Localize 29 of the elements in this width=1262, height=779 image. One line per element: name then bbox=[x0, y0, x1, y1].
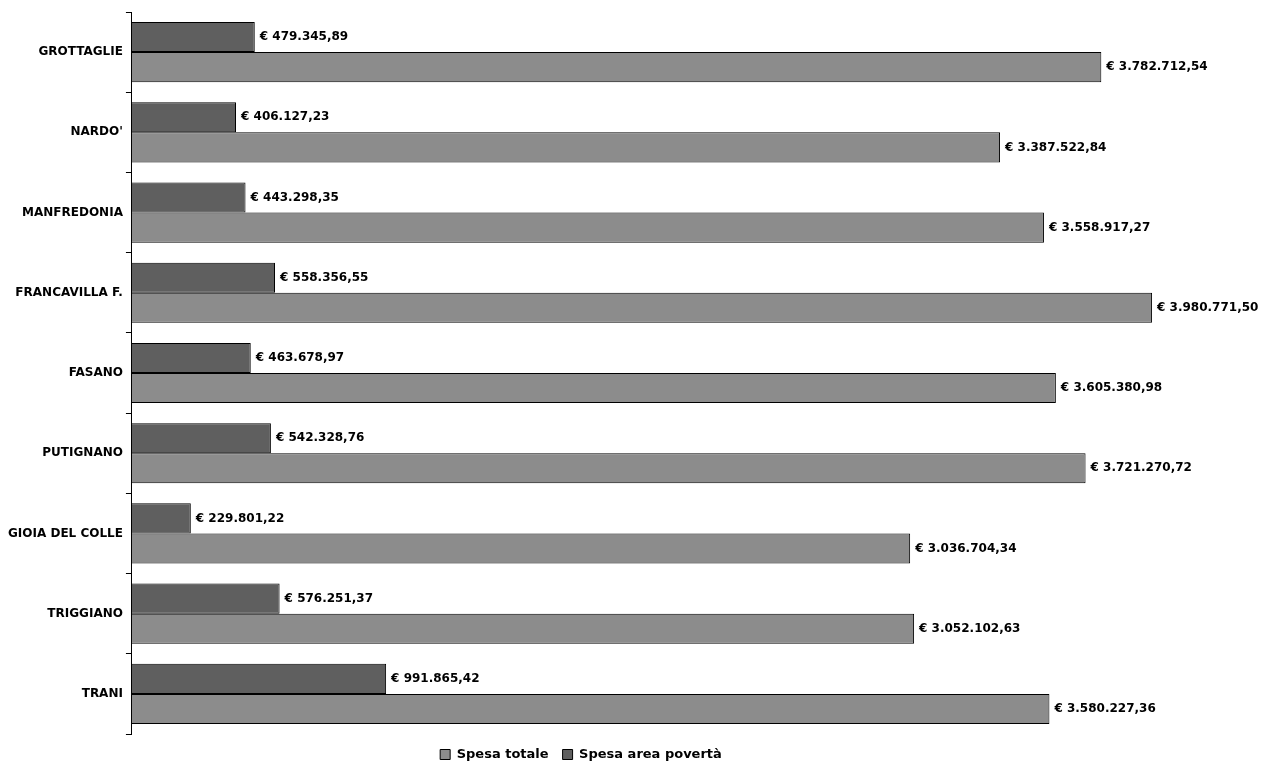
y-tick-label: FASANO bbox=[68, 365, 123, 380]
data-label: € 542.328,76 bbox=[274, 430, 365, 445]
data-label: € 443.298,35 bbox=[249, 189, 339, 204]
data-label: € 463.678,97 bbox=[254, 350, 345, 365]
y-tick-label: TRANI bbox=[81, 686, 123, 701]
data-label: € 3.721.270,72 bbox=[1089, 460, 1192, 475]
data-label: € 3.580.227,36 bbox=[1053, 701, 1156, 716]
data-label: € 229.801,22 bbox=[194, 510, 285, 525]
data-label: € 3.558.917,27 bbox=[1047, 219, 1151, 234]
data-label: € 406.127,23 bbox=[240, 109, 330, 124]
data-label: € 576.251,37 bbox=[283, 590, 374, 605]
y-tick-label: GIOIA DEL COLLE bbox=[7, 525, 123, 540]
y-tick-label: TRIGGIANO bbox=[47, 605, 123, 620]
data-label: € 991.865,42 bbox=[390, 670, 480, 685]
y-tick-label: GROTTAGLIE bbox=[38, 44, 123, 59]
data-label: € 479.345,89 bbox=[258, 29, 349, 44]
y-tick-label: PUTIGNANO bbox=[42, 445, 123, 460]
legend-label: Spesa totale bbox=[456, 745, 549, 761]
legend-label: Spesa area povertà bbox=[579, 745, 722, 761]
data-label: € 3.980.771,50 bbox=[1156, 299, 1259, 314]
y-tick-label: NARDO' bbox=[70, 124, 123, 139]
data-label: € 3.782.712,54 bbox=[1105, 59, 1208, 74]
data-label: € 3.387.522,84 bbox=[1004, 139, 1107, 154]
y-tick-label: MANFREDONIA bbox=[22, 204, 124, 219]
data-label: € 3.036.704,34 bbox=[914, 540, 1017, 555]
data-label: € 3.605.380,98 bbox=[1059, 380, 1163, 395]
data-label: € 558.356,55 bbox=[279, 269, 369, 284]
y-tick-label: FRANCAVILLA F. bbox=[15, 284, 123, 299]
data-label: € 3.052.102,63 bbox=[918, 620, 1021, 635]
